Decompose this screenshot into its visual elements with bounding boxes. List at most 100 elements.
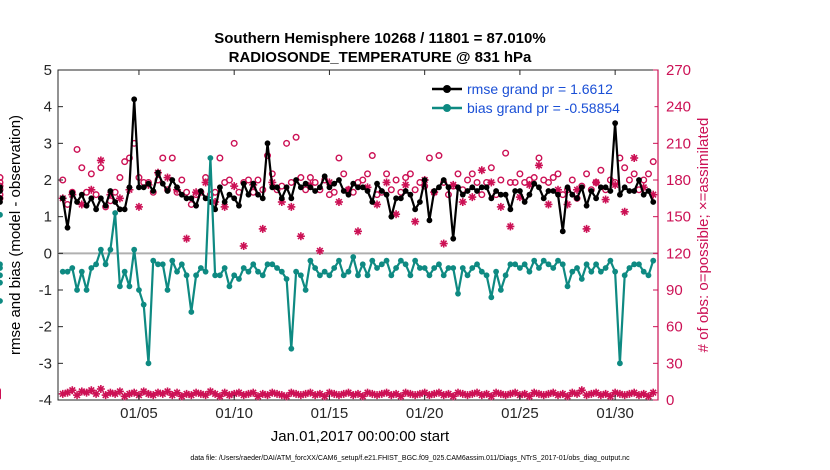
obs-possible-point bbox=[335, 154, 343, 162]
rmse-point bbox=[569, 191, 576, 198]
obs-possible-point bbox=[411, 186, 419, 194]
y2-axis-label: # of obs: o=possible; ×=assimilated bbox=[695, 118, 712, 353]
bias-point bbox=[588, 268, 595, 275]
bias-point bbox=[174, 268, 180, 275]
obs-possible-point bbox=[630, 170, 638, 178]
obs-assimilated-point bbox=[496, 202, 505, 211]
bias-point bbox=[597, 268, 604, 275]
rmse-point bbox=[559, 228, 566, 235]
obs-assimilated-point bbox=[296, 232, 305, 241]
rmse-point bbox=[340, 188, 347, 194]
obs-possible-point bbox=[254, 176, 262, 184]
bias-point bbox=[559, 261, 566, 268]
rmse-point bbox=[69, 189, 76, 196]
rmse-point bbox=[264, 140, 271, 147]
rmse-point bbox=[197, 188, 204, 194]
bias-point bbox=[107, 246, 114, 253]
y-tick-label: 1 bbox=[44, 209, 52, 226]
obs-assimilated-point bbox=[382, 178, 391, 187]
bias-point bbox=[593, 261, 599, 268]
obs-possible-point bbox=[549, 174, 557, 182]
bias-point bbox=[550, 265, 557, 271]
obs-assimilated-point bbox=[373, 200, 382, 209]
bias-point bbox=[231, 272, 238, 279]
obs-possible-point bbox=[183, 188, 191, 196]
y-tick-label: 5 bbox=[44, 62, 52, 79]
rmse-point bbox=[217, 184, 223, 191]
rmse-point bbox=[117, 206, 123, 213]
obs-assimilated-point bbox=[182, 234, 191, 243]
bias-point bbox=[202, 268, 209, 275]
rmse-point bbox=[359, 184, 366, 191]
rmse-point bbox=[440, 177, 447, 183]
data-file-footnote: data file: /Users/raeder/DAI/ATM_forcXX/… bbox=[190, 455, 630, 462]
bias-point bbox=[297, 272, 304, 279]
bias-point bbox=[397, 257, 404, 264]
rmse-point bbox=[617, 191, 623, 198]
rmse-point bbox=[531, 180, 538, 187]
bias-point bbox=[545, 261, 552, 268]
rmse-point bbox=[107, 188, 114, 194]
obs-possible-point bbox=[487, 164, 495, 172]
obs-possible-point bbox=[244, 176, 252, 184]
bias-point bbox=[650, 257, 657, 264]
obs-possible-point bbox=[168, 154, 176, 162]
bias-point bbox=[345, 268, 352, 275]
rmse-point bbox=[645, 188, 652, 194]
bias-point bbox=[436, 261, 442, 268]
y-axis-label: rmse and bias (model - observation) bbox=[7, 115, 24, 355]
obs-assimilated-point bbox=[115, 387, 124, 396]
bias-point bbox=[169, 257, 176, 264]
obs-possible-point bbox=[287, 178, 295, 186]
bias-point bbox=[197, 265, 204, 271]
obs-assimilated-point bbox=[592, 178, 601, 187]
rmse-point bbox=[502, 191, 509, 198]
bias-point bbox=[369, 257, 376, 264]
legend-bias-label: bias grand pr = -0.58854 bbox=[467, 100, 620, 116]
rmse-point bbox=[274, 184, 280, 191]
rmse-point bbox=[193, 202, 199, 209]
rmse-point bbox=[517, 188, 523, 194]
obs-possible-point bbox=[468, 170, 476, 178]
bias-point bbox=[131, 246, 138, 253]
bias-point bbox=[312, 265, 319, 271]
bias-point bbox=[564, 283, 571, 290]
obs-possible-point bbox=[497, 176, 505, 184]
rmse-point bbox=[250, 180, 257, 187]
obs-possible-point bbox=[225, 176, 233, 184]
y-tick-label: 3 bbox=[44, 135, 52, 152]
obs-possible-point bbox=[0, 178, 4, 186]
rmse-point bbox=[578, 184, 585, 191]
rmse-point bbox=[202, 195, 209, 202]
obs-assimilated-point bbox=[544, 200, 553, 209]
x-tick-label: 01/05 bbox=[120, 405, 158, 422]
rmse-point bbox=[159, 180, 166, 187]
bias-point bbox=[117, 283, 123, 290]
bias-point bbox=[83, 287, 90, 293]
rmse-point bbox=[478, 184, 485, 191]
obs-possible-point bbox=[268, 170, 276, 178]
rmse-point bbox=[293, 177, 299, 183]
rmse-point bbox=[83, 202, 90, 209]
rmse-point bbox=[483, 184, 490, 191]
bias-point bbox=[331, 265, 338, 271]
y2-tick-label: 60 bbox=[666, 319, 683, 336]
obs-assimilated-point bbox=[96, 385, 105, 393]
obs-assimilated-point bbox=[630, 154, 639, 162]
obs-assimilated-point bbox=[477, 166, 486, 175]
bias-point bbox=[159, 261, 166, 268]
rmse-point bbox=[59, 195, 66, 202]
rmse-point bbox=[545, 188, 552, 194]
obs-possible-point bbox=[340, 170, 348, 178]
bias-point bbox=[245, 268, 252, 275]
rmse-point bbox=[312, 188, 319, 194]
bias-point bbox=[126, 283, 133, 290]
y2-tick-label: 240 bbox=[666, 99, 691, 116]
rmse-point bbox=[321, 173, 328, 180]
rmse-point bbox=[421, 177, 428, 183]
bias-point bbox=[212, 272, 219, 279]
bias-point bbox=[521, 261, 528, 268]
rmse-point bbox=[555, 191, 561, 198]
obs-assimilated-point bbox=[192, 188, 201, 197]
bias-point bbox=[0, 298, 3, 304]
